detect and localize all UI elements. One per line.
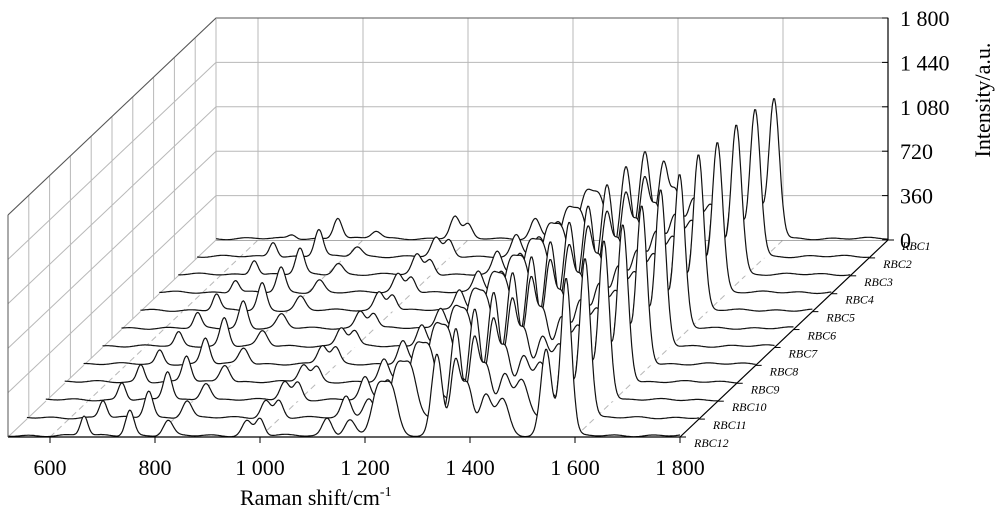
series-label-RBC4: RBC4 <box>844 293 874 307</box>
z-tick-label-0: 0 <box>900 228 911 253</box>
x-tick-label-1: 800 <box>139 455 172 480</box>
series-label-RBC8: RBC8 <box>769 364 799 378</box>
x-tick-label-5: 1 600 <box>550 455 600 480</box>
series-label-RBC10: RBC10 <box>731 400 767 414</box>
series-line-RBC1 <box>215 98 888 241</box>
series-line-RBC11 <box>26 258 699 420</box>
x-tick-label-3: 1 200 <box>340 455 390 480</box>
series-label-RBC9: RBC9 <box>750 382 780 396</box>
left-wall-zgrid-0 <box>7 239 217 438</box>
z-tick-label-2: 720 <box>900 139 933 164</box>
z-tick-label-4: 1 440 <box>900 50 950 75</box>
left-wall-zgrid-2 <box>7 150 217 349</box>
series-fill-RBC12 <box>8 278 680 437</box>
z-tick-label-3: 1 080 <box>900 95 950 120</box>
floor-xgrid-2 <box>259 239 469 438</box>
series-label-RBC1: RBC1 <box>901 239 931 253</box>
left-wall-zgrid-4 <box>7 62 217 260</box>
series-layer <box>7 98 888 438</box>
z-axis-title: Intensity/a.u. <box>970 43 995 158</box>
series-label-RBC6: RBC6 <box>806 329 836 343</box>
floor-xgrid-5 <box>574 239 784 438</box>
z-tick-label-5: 1 800 <box>900 6 950 31</box>
x-axis-title-superscript: -1 <box>380 485 392 500</box>
series-label-RBC3: RBC3 <box>863 275 893 289</box>
x-tick-label-0: 600 <box>34 455 67 480</box>
floor-xgrid-0 <box>49 239 259 438</box>
series-line-RBC12 <box>7 278 681 438</box>
series-label-RBC12: RBC12 <box>693 436 729 450</box>
x-axis-title: Raman shift/cm-1 <box>240 485 392 510</box>
series-label-RBC11: RBC11 <box>712 418 747 432</box>
x-axis-title-text: Raman shift/cm <box>240 485 380 510</box>
back-wall-frame <box>215 17 889 241</box>
x-tick-label-2: 1 000 <box>235 455 285 480</box>
axes-layer: 600 800 1 000 1 200 1 400 1 600 1 800 0 360 720 1 … <box>7 6 950 480</box>
series-label-RBC7: RBC7 <box>788 346 819 360</box>
z-tick-label-1: 360 <box>900 184 933 209</box>
x-tick-label-4: 1 400 <box>445 455 495 480</box>
left-wall-zgrid-1 <box>7 195 217 393</box>
depth-axis-line <box>679 239 889 438</box>
left-wall-top-edge <box>7 17 217 216</box>
series-label-RBC5: RBC5 <box>825 311 855 325</box>
series-fill-RBC1 <box>216 98 888 240</box>
series-label-RBC2: RBC2 <box>882 257 912 271</box>
left-wall-zgrid-3 <box>7 106 217 305</box>
x-tick-label-6: 1 800 <box>655 455 705 480</box>
